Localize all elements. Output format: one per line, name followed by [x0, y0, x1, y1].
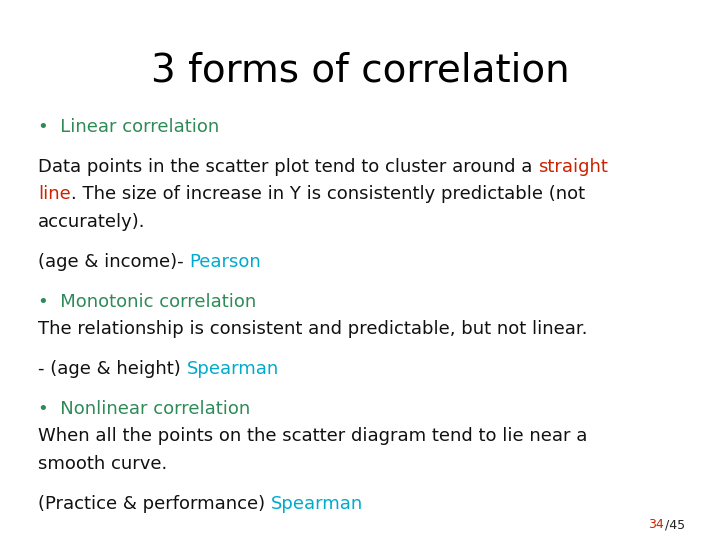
- Text: straight: straight: [538, 158, 608, 176]
- Text: . The size of increase in Y is consistently predictable (not: . The size of increase in Y is consisten…: [71, 185, 585, 204]
- Text: Pearson: Pearson: [189, 253, 261, 271]
- Text: 3 forms of correlation: 3 forms of correlation: [150, 52, 570, 90]
- Text: •  Nonlinear correlation: • Nonlinear correlation: [38, 400, 251, 418]
- Text: accurately).: accurately).: [38, 213, 145, 231]
- Text: line: line: [38, 185, 71, 204]
- Text: •  Linear correlation: • Linear correlation: [38, 118, 220, 136]
- Text: Spearman: Spearman: [186, 360, 279, 378]
- Text: When all the points on the scatter diagram tend to lie near a: When all the points on the scatter diagr…: [38, 427, 588, 446]
- Text: /45: /45: [665, 518, 685, 531]
- Text: (Practice & performance): (Practice & performance): [38, 495, 271, 513]
- Text: 34: 34: [648, 518, 664, 531]
- Text: (age & income)-: (age & income)-: [38, 253, 189, 271]
- Text: •  Monotonic correlation: • Monotonic correlation: [38, 293, 256, 310]
- Text: smooth curve.: smooth curve.: [38, 455, 167, 473]
- Text: The relationship is consistent and predictable, but not linear.: The relationship is consistent and predi…: [38, 320, 588, 338]
- Text: Spearman: Spearman: [271, 495, 363, 513]
- Text: - (age & height): - (age & height): [38, 360, 186, 378]
- Text: Data points in the scatter plot tend to cluster around a: Data points in the scatter plot tend to …: [38, 158, 538, 176]
